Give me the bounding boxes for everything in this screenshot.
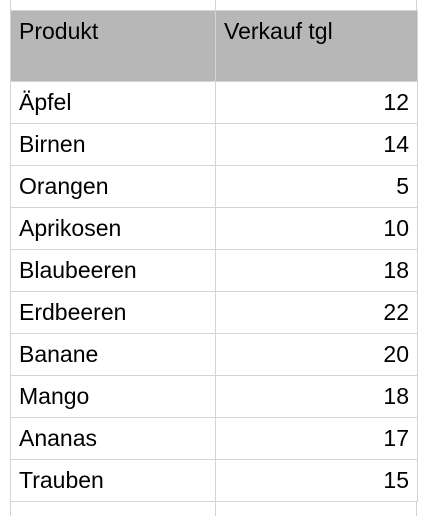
- header-cell-product[interactable]: Produkt: [10, 10, 216, 82]
- product-cell[interactable]: Äpfel: [10, 81, 216, 124]
- table-row: Trauben 15: [10, 459, 418, 502]
- product-cell[interactable]: Mango: [10, 375, 216, 418]
- spreadsheet-grid: Produkt Verkauf tgl Äpfel 12 Birnen 14 O…: [10, 10, 418, 502]
- product-cell[interactable]: Trauben: [10, 459, 216, 502]
- sales-cell[interactable]: 20: [215, 333, 418, 376]
- sales-cell[interactable]: 10: [215, 207, 418, 250]
- table-row: Orangen 5: [10, 165, 418, 208]
- product-cell[interactable]: Orangen: [10, 165, 216, 208]
- table-row: Äpfel 12: [10, 81, 418, 124]
- sales-cell[interactable]: 14: [215, 123, 418, 166]
- product-cell[interactable]: Aprikosen: [10, 207, 216, 250]
- sales-cell[interactable]: 18: [215, 375, 418, 418]
- sales-cell[interactable]: 15: [215, 459, 418, 502]
- product-cell[interactable]: Ananas: [10, 417, 216, 460]
- product-cell[interactable]: Blaubeeren: [10, 249, 216, 292]
- product-cell[interactable]: Erdbeeren: [10, 291, 216, 334]
- sales-cell[interactable]: 18: [215, 249, 418, 292]
- grid-edge-top: [10, 0, 417, 10]
- sales-cell[interactable]: 5: [215, 165, 418, 208]
- header-row: Produkt Verkauf tgl: [10, 10, 418, 82]
- table-row: Aprikosen 10: [10, 207, 418, 250]
- table-row: Mango 18: [10, 375, 418, 418]
- grid-next-row[interactable]: [10, 502, 417, 516]
- table-row: Erdbeeren 22: [10, 291, 418, 334]
- table-row: Banane 20: [10, 333, 418, 376]
- sales-cell[interactable]: 17: [215, 417, 418, 460]
- table-row: Blaubeeren 18: [10, 249, 418, 292]
- table-row: Ananas 17: [10, 417, 418, 460]
- product-cell[interactable]: Birnen: [10, 123, 216, 166]
- header-cell-sales[interactable]: Verkauf tgl: [215, 10, 418, 82]
- sales-cell[interactable]: 22: [215, 291, 418, 334]
- table-row: Birnen 14: [10, 123, 418, 166]
- sales-cell[interactable]: 12: [215, 81, 418, 124]
- product-cell[interactable]: Banane: [10, 333, 216, 376]
